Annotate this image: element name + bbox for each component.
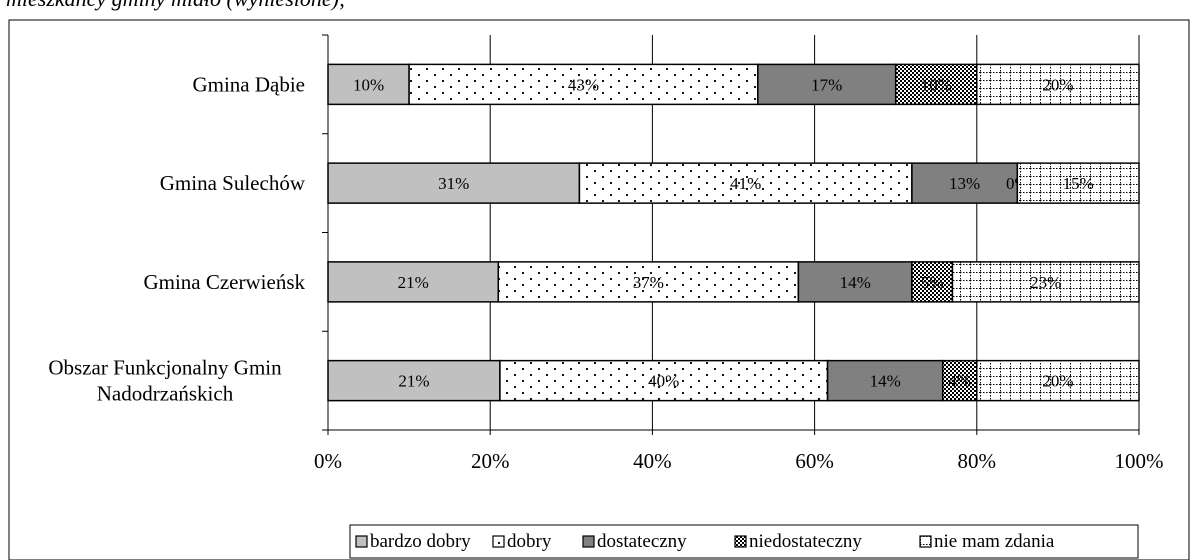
- data-label: 23%: [1030, 273, 1061, 292]
- category-label: Gmina Sulechów: [160, 171, 306, 195]
- x-tick-label: 80%: [958, 449, 997, 473]
- bar-segment: [578, 162, 913, 204]
- bar-segment: [941, 359, 978, 402]
- bar-segment: [327, 162, 581, 204]
- legend-swatch: [734, 535, 747, 548]
- data-label: 14%: [870, 372, 901, 391]
- bar-segment: [797, 261, 913, 303]
- data-label: 37%: [633, 273, 664, 292]
- data-label: 21%: [398, 372, 429, 391]
- x-tick-label: 20%: [471, 449, 510, 473]
- data-label: 21%: [398, 273, 429, 292]
- bar-segment: [826, 359, 944, 402]
- category-label: Gmina Czerwieńsk: [143, 270, 305, 294]
- x-tick-label: 100%: [1115, 449, 1164, 473]
- bar-segment: [497, 261, 800, 303]
- legend-swatch: [355, 535, 368, 548]
- legend-label: bardzo dobry: [370, 531, 471, 552]
- data-label: 10%: [921, 75, 952, 94]
- legend-swatch: [492, 535, 505, 548]
- data-label: 15%: [1063, 174, 1094, 193]
- chart-frame: [8, 19, 1190, 560]
- legend-swatch: [919, 535, 932, 548]
- legend-label: nie mam zdania: [934, 531, 1055, 552]
- data-label: 4%: [948, 372, 971, 391]
- category-label: Nadodrzańskich: [97, 382, 234, 406]
- data-label: 14%: [840, 273, 871, 292]
- legend-label: dostateczny: [597, 531, 687, 552]
- x-tick-label: 60%: [795, 449, 834, 473]
- bar-segment: [976, 63, 1140, 106]
- page-caption: mieszkańcy gminy miało (wyniesione);: [6, 0, 346, 12]
- data-label: 13%: [949, 174, 980, 193]
- data-label: 20%: [1042, 75, 1073, 94]
- bar-segment: [408, 63, 759, 106]
- data-label: 43%: [568, 75, 599, 94]
- bar-segment: [976, 359, 1140, 402]
- category-label: Obszar Funkcjonalny Gmin: [48, 356, 282, 380]
- bar-segment: [951, 261, 1140, 303]
- data-label: 31%: [438, 174, 469, 193]
- legend-label: niedostateczny: [749, 531, 862, 552]
- data-label: 5%: [921, 273, 944, 292]
- bar-segment: [1016, 162, 1140, 204]
- data-label: 41%: [730, 174, 761, 193]
- legend-label: dobry: [507, 531, 552, 552]
- data-label: 20%: [1042, 372, 1073, 391]
- data-label: 17%: [811, 75, 842, 94]
- bar-segment: [757, 63, 897, 106]
- x-tick-label: 0%: [314, 449, 342, 473]
- bar-segment: [911, 162, 1019, 204]
- legend-swatch: [582, 535, 595, 548]
- bar-segment: [327, 359, 501, 402]
- data-label: 10%: [353, 75, 384, 94]
- category-label: Gmina Dąbie: [192, 72, 305, 96]
- bar-segment: [911, 261, 954, 303]
- data-label: 40%: [648, 372, 679, 391]
- x-tick-label: 40%: [633, 449, 672, 473]
- bar-segment: [499, 359, 829, 402]
